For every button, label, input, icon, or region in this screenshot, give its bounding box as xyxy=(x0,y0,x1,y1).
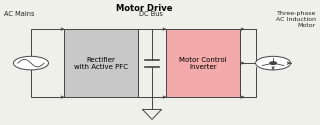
Text: Motor Control
Inverter: Motor Control Inverter xyxy=(179,57,227,70)
Circle shape xyxy=(270,62,276,64)
Text: AC Mains: AC Mains xyxy=(4,11,34,17)
Text: Three-phase
AC Induction
Motor: Three-phase AC Induction Motor xyxy=(276,11,316,28)
Circle shape xyxy=(256,56,291,70)
Bar xyxy=(64,29,138,97)
Circle shape xyxy=(13,56,49,70)
Text: Rectifier
with Active PFC: Rectifier with Active PFC xyxy=(74,57,128,70)
Text: Motor Drive: Motor Drive xyxy=(116,4,172,13)
Text: DC Bus: DC Bus xyxy=(139,11,163,17)
Bar xyxy=(166,29,240,97)
